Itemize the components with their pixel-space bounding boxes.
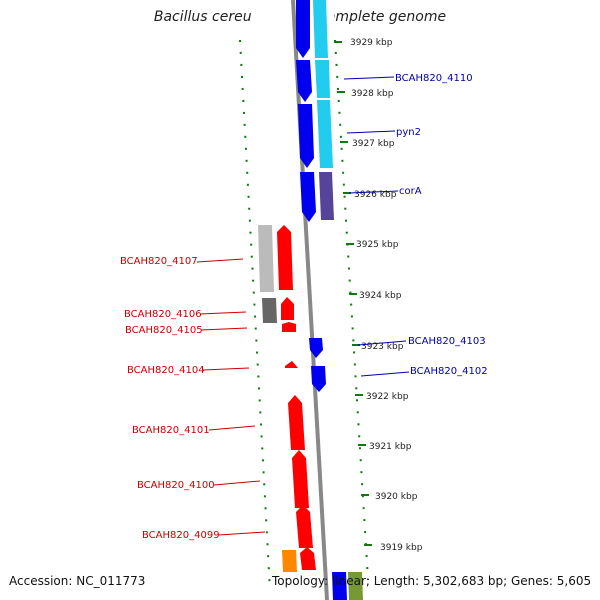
cog-box [315, 60, 330, 98]
gene-label[interactable]: BCAH820_4110 [395, 73, 473, 84]
gene-arrow[interactable] [292, 450, 309, 508]
tick-label: 3923 kbp [361, 342, 404, 352]
cog-box [348, 572, 363, 600]
tick-label: 3928 kbp [351, 89, 394, 99]
cog-box [258, 225, 274, 292]
cog-box [313, 0, 328, 58]
gene-arrow[interactable] [298, 104, 314, 168]
gene-label[interactable]: pyn2 [396, 127, 421, 138]
tick-label: 3925 kbp [356, 240, 399, 250]
gene-label[interactable]: BCAH820_4105 [125, 325, 203, 336]
forward-gene-block-top [296, 0, 334, 222]
forward-labels: BCAH820_4110 pyn2 corA BCAH820_4103 BCAH… [343, 73, 488, 377]
gene-label[interactable]: corA [399, 186, 422, 197]
gene-arrow[interactable] [282, 322, 296, 332]
backbone-line [291, 0, 329, 600]
gene-arrow[interactable] [288, 395, 305, 450]
gene-label[interactable]: BCAH820_4104 [127, 365, 205, 376]
reverse-gene-block [258, 225, 363, 600]
gene-label[interactable]: BCAH820_4102 [410, 366, 488, 377]
gene-arrow[interactable] [285, 361, 298, 368]
cog-box [282, 550, 297, 572]
gene-arrow[interactable] [309, 338, 323, 358]
genome-summary-text: Topology: linear; Length: 5,302,683 bp; … [272, 574, 592, 588]
tick-label: 3929 kbp [350, 38, 393, 48]
gene-label[interactable]: BCAH820_4099 [142, 530, 220, 541]
reverse-labels: BCAH820_4107 BCAH820_4106 BCAH820_4105 B… [120, 256, 266, 541]
gene-label[interactable]: BCAH820_4103 [408, 336, 486, 347]
tick-label: 3922 kbp [366, 392, 409, 402]
gene-arrow[interactable] [296, 60, 312, 102]
gene-arrow[interactable] [300, 547, 316, 570]
gene-arrow[interactable] [300, 172, 316, 222]
tick-label: 3921 kbp [369, 442, 412, 452]
tick-label: 3919 kbp [380, 543, 423, 553]
gene-arrow[interactable] [296, 505, 313, 548]
tick-label: 3920 kbp [375, 492, 418, 502]
accession-text: Accession: NC_011773 [9, 574, 146, 588]
tick-label: 3924 kbp [359, 291, 402, 301]
gene-arrow[interactable] [277, 225, 293, 290]
ruler: 3929 kbp 3928 kbp 3927 kbp 3926 kbp 3925… [334, 38, 423, 553]
gene-label[interactable]: BCAH820_4107 [120, 256, 198, 267]
gene-arrow[interactable] [281, 297, 294, 320]
gene-label[interactable]: BCAH820_4100 [137, 480, 215, 491]
gene-label[interactable]: BCAH820_4106 [124, 309, 202, 320]
cog-box [332, 572, 347, 600]
tick-label: 3927 kbp [352, 139, 395, 149]
gene-label[interactable]: BCAH820_4101 [132, 425, 210, 436]
tick-label: 3926 kbp [354, 190, 397, 200]
map-band [250, 0, 378, 600]
cog-box [317, 100, 333, 168]
gene-arrow[interactable] [296, 0, 310, 58]
cog-box [262, 298, 277, 323]
gene-arrow[interactable] [311, 366, 326, 392]
cog-box [319, 172, 334, 220]
